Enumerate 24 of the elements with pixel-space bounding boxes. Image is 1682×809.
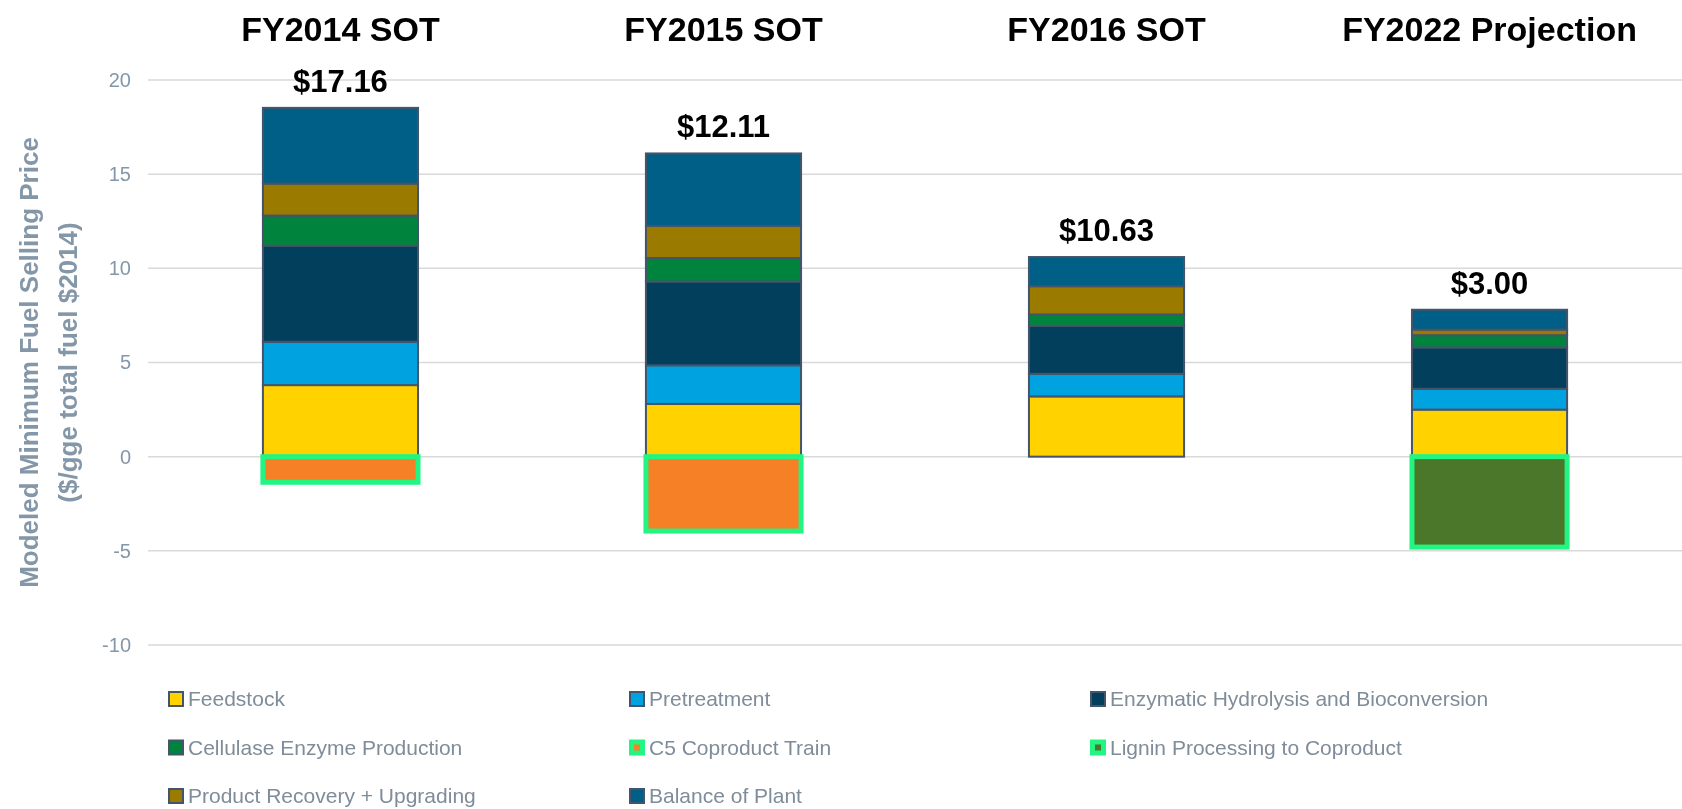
- y-tick-label: 15: [108, 163, 131, 186]
- x-tick-label: FY2016 SOT: [1007, 10, 1206, 48]
- legend-label: Balance of Plant: [649, 784, 803, 808]
- y-tick-label: -10: [102, 633, 131, 656]
- legend-label: Cellulase Enzyme Production: [188, 735, 463, 759]
- legend-label: Feedstock: [188, 687, 286, 711]
- x-tick-label: FY2022 Projection: [1342, 10, 1637, 48]
- y-tick-label: 10: [108, 257, 131, 280]
- total-label: $10.63: [1059, 213, 1154, 249]
- legend-label: C5 Coproduct Train: [649, 735, 832, 759]
- y-tick-label: 5: [119, 351, 131, 374]
- x-tick-label: FY2015 SOT: [624, 10, 823, 48]
- y-tick-label: 20: [108, 68, 131, 91]
- y-axis-title: Modeled Minimum Fuel Selling Price ($/gge total fuel $2014): [14, 137, 83, 588]
- y-tick-label: 0: [119, 445, 131, 468]
- legend-label: Product Recovery + Upgrading: [188, 784, 476, 808]
- total-label: $12.11: [676, 109, 771, 145]
- legend-label: Lignin Processing to Coproduct: [1110, 735, 1402, 759]
- legend-label: Pretreatment: [649, 687, 771, 711]
- y-tick-label: -5: [113, 539, 131, 562]
- x-tick-label: FY2014 SOT: [241, 10, 440, 48]
- legend-label: Enzymatic Hydrolysis and Bioconversion: [1110, 687, 1489, 711]
- total-label: $17.16: [293, 63, 388, 99]
- total-label: $3.00: [1450, 265, 1529, 301]
